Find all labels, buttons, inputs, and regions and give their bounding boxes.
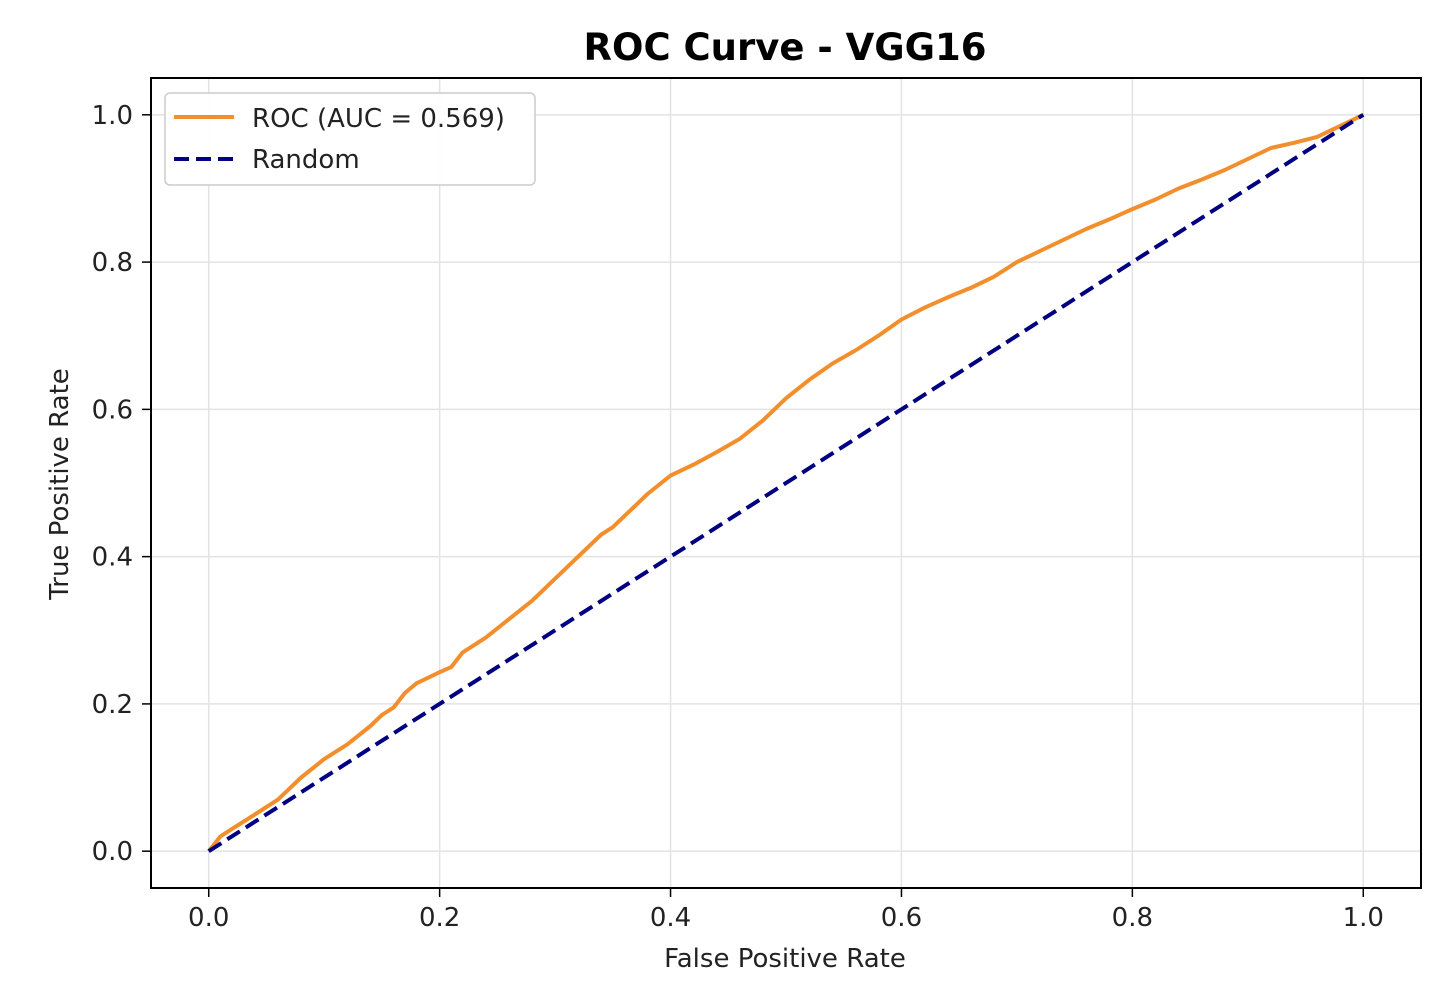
x-tick-label: 0.4 bbox=[650, 903, 691, 933]
x-tick-label: 0.2 bbox=[419, 903, 460, 933]
chart-title: ROC Curve - VGG16 bbox=[584, 26, 987, 69]
legend-label-random: Random bbox=[252, 145, 360, 175]
plot-series bbox=[207, 112, 1365, 853]
y-tick-label: 1.0 bbox=[92, 101, 133, 131]
y-axis-label: True Positive Rate bbox=[45, 368, 75, 601]
y-tick-label: 0.6 bbox=[92, 395, 133, 425]
x-tick-label: 0.8 bbox=[1112, 903, 1153, 933]
legend: ROC (AUC = 0.569) Random bbox=[164, 92, 536, 186]
y-tick-label: 0.4 bbox=[92, 543, 133, 573]
x-tick-label: 1.0 bbox=[1343, 903, 1384, 933]
roc-curve-line bbox=[207, 112, 1365, 853]
plot-area-frame bbox=[150, 77, 1422, 889]
axis-ticks: 0.0 0.2 0.4 0.6 0.8 1.0 0.0 0.2 0.4 0.6 0.8 1.0 bbox=[92, 101, 1384, 933]
random-baseline-line bbox=[207, 113, 1365, 853]
y-tick-label: 0.0 bbox=[92, 837, 133, 867]
x-tick-label: 0.0 bbox=[188, 903, 229, 933]
y-tick-label: 0.2 bbox=[92, 690, 133, 720]
x-axis-label: False Positive Rate bbox=[664, 944, 906, 974]
x-tick-label: 0.6 bbox=[881, 903, 922, 933]
legend-label-roc: ROC (AUC = 0.569) bbox=[252, 104, 505, 134]
grid-lines bbox=[151, 78, 1421, 888]
legend-box bbox=[164, 92, 536, 186]
y-tick-label: 0.8 bbox=[92, 248, 133, 278]
